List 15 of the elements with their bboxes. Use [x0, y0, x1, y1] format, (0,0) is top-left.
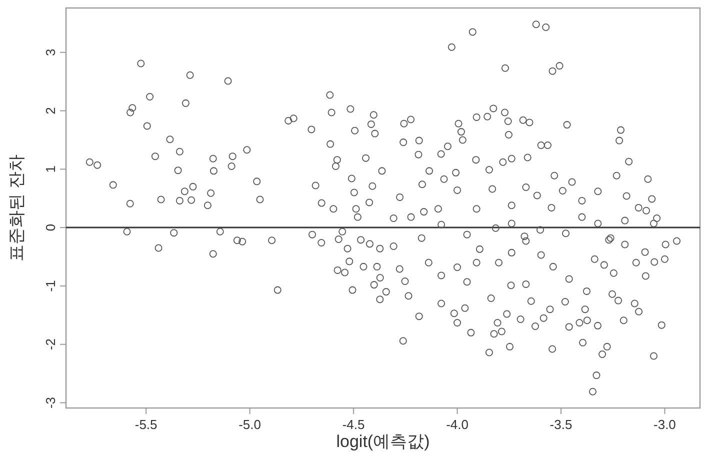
x-axis-title: logit(예측값)	[336, 432, 430, 451]
y-axis-title: 표준화된 잔차	[7, 154, 26, 262]
x-tick-label: -4.5	[342, 417, 365, 432]
y-tick-label: 1	[43, 166, 58, 173]
y-tick-label: -2	[43, 338, 58, 350]
x-tick-label: -3.0	[654, 417, 676, 432]
x-tick-label: -4.0	[446, 417, 468, 432]
x-tick-label: -3.5	[550, 417, 572, 432]
y-tick-label: 2	[43, 107, 58, 114]
x-tick-label: -5.5	[134, 417, 158, 432]
y-tick-label: 0	[43, 224, 58, 232]
y-tick-label: 3	[43, 48, 58, 56]
y-tick-label: -3	[43, 396, 58, 409]
y-tick-label: -1	[43, 280, 58, 292]
x-tick-label: -5.0	[238, 417, 262, 432]
